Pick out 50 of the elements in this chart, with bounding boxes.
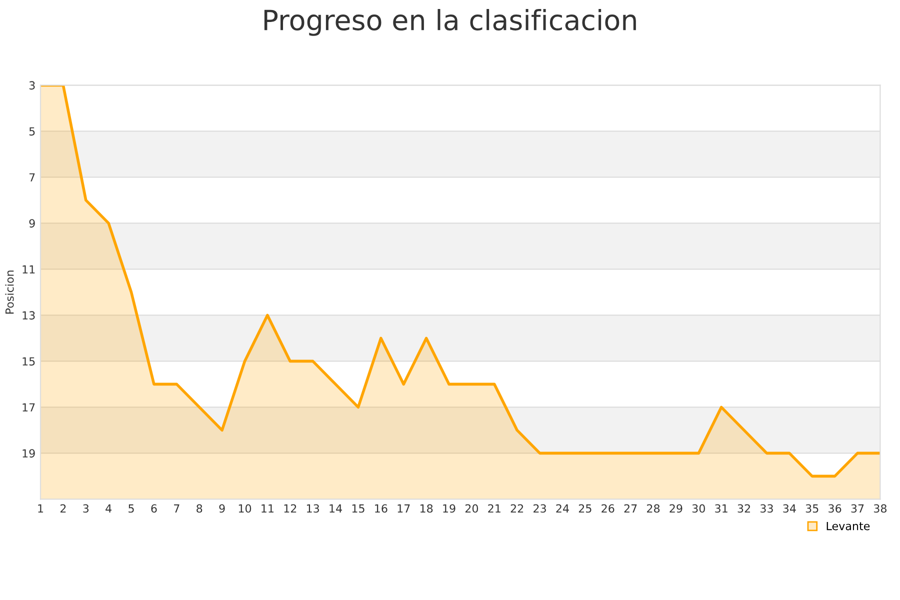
x-tick-label: 12 (284, 504, 296, 513)
x-tick-label: 8 (196, 504, 202, 513)
y-tick-label: 11 (22, 265, 35, 274)
y-tick-label: 19 (22, 449, 35, 458)
x-tick-label: 17 (398, 504, 410, 513)
x-tick-label: 20 (465, 504, 478, 513)
x-tick-label: 36 (828, 504, 842, 513)
x-tick-label: 27 (624, 504, 637, 513)
legend-label: Levante (826, 522, 870, 530)
y-tick-label: 17 (22, 403, 35, 412)
x-tick-label: 1 (38, 504, 44, 513)
x-tick-label: 26 (602, 504, 614, 513)
x-tick-label: 18 (420, 504, 433, 513)
x-tick-label: 9 (219, 504, 225, 513)
x-tick-label: 30 (692, 504, 705, 513)
x-tick-label: 16 (375, 504, 388, 513)
x-tick-label: 14 (330, 504, 342, 513)
x-tick-label: 28 (647, 504, 660, 513)
x-tick-label: 24 (556, 504, 569, 513)
x-tick-label: 35 (806, 504, 818, 513)
x-tick-label: 37 (851, 504, 864, 513)
x-tick-label: 4 (106, 504, 112, 513)
y-tick-label: 3 (29, 81, 35, 90)
x-tick-label: 3 (83, 504, 89, 513)
x-tick-label: 13 (306, 504, 320, 513)
x-tick-label: 25 (578, 504, 592, 513)
x-tick-label: 21 (488, 504, 500, 513)
x-tick-label: 29 (670, 504, 682, 513)
y-tick-label: 13 (22, 311, 35, 320)
x-tick-label: 10 (238, 504, 252, 513)
x-tick-label: 5 (128, 504, 134, 513)
x-tick-label: 23 (534, 504, 546, 513)
y-axis-title: Posicion (5, 270, 14, 314)
x-tick-label: 19 (443, 504, 456, 513)
y-tick-label: 5 (29, 127, 35, 136)
x-tick-label: 2 (60, 504, 66, 513)
x-tick-label: 33 (760, 504, 773, 513)
x-tick-label: 15 (352, 504, 364, 513)
x-tick-label: 34 (783, 504, 796, 513)
x-tick-label: 22 (510, 504, 524, 513)
y-tick-label: 7 (29, 173, 35, 182)
y-tick-label: 9 (29, 219, 35, 228)
y-tick-label: 15 (22, 357, 35, 366)
x-tick-label: 6 (151, 504, 157, 513)
x-tick-label: 38 (874, 504, 887, 513)
x-tick-label: 11 (262, 504, 274, 513)
x-tick-label: 7 (174, 504, 180, 513)
x-tick-label: 31 (715, 504, 728, 513)
chart-title: Progreso en la clasificacion (264, 9, 636, 36)
x-tick-label: 32 (738, 504, 750, 513)
